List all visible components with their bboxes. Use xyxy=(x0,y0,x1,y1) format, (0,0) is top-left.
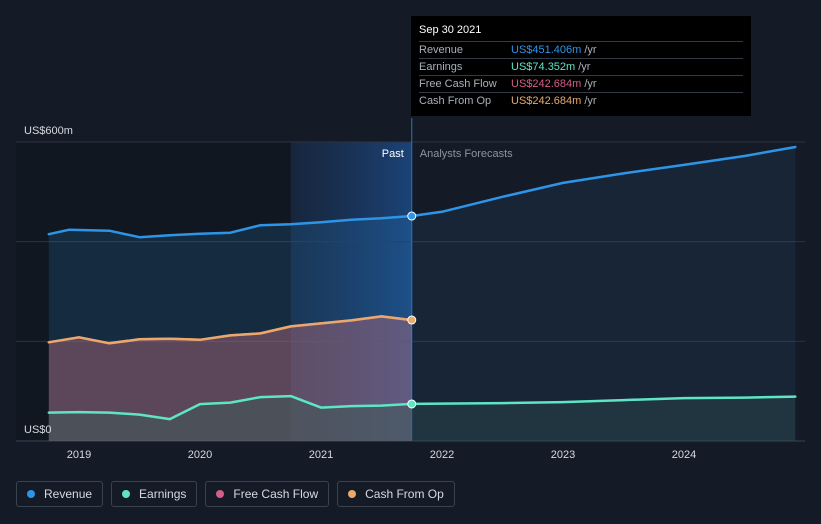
legend-dot-icon xyxy=(27,490,35,498)
past-shade-region xyxy=(16,142,291,441)
tooltip-row-unit: /yr xyxy=(578,61,591,73)
y-label-bottom: US$0 xyxy=(24,424,52,436)
tooltip-date: Sep 30 2021 xyxy=(419,24,482,36)
tooltip-row-value: US$242.684m xyxy=(511,78,582,90)
cash-from-op-point[interactable] xyxy=(407,315,417,325)
tooltip-row-unit: /yr xyxy=(584,78,597,90)
revenue-forecast-line xyxy=(410,145,797,218)
tooltip: Sep 30 2021 Revenue US$451.406m/yr Earning… xyxy=(411,16,751,116)
tooltip-row-value: US$451.406m xyxy=(511,44,582,56)
tooltip-row-value: US$74.352m xyxy=(511,61,576,73)
x-tick-label: 2024 xyxy=(672,449,696,461)
revenue-forecast-area xyxy=(411,147,796,441)
tooltip-row: Earnings US$74.352m/yr xyxy=(419,58,743,75)
legend-item-free-cash-flow[interactable]: Free Cash Flow xyxy=(205,481,330,507)
tooltip-row: Cash From Op US$242.684m/yr xyxy=(419,92,743,109)
tooltip-row-label: Revenue xyxy=(419,44,464,56)
x-tick-label: 2020 xyxy=(188,449,212,461)
tooltip-row-label: Free Cash Flow xyxy=(419,78,497,90)
legend-label: Free Cash Flow xyxy=(233,487,319,501)
revenue-point[interactable] xyxy=(407,211,417,221)
revenue-area xyxy=(48,216,412,441)
tooltip-row-unit: /yr xyxy=(584,44,597,56)
legend-label: Earnings xyxy=(139,487,187,501)
tooltip-row: Free Cash Flow US$242.684m/yr xyxy=(419,75,743,92)
legend-dot-icon xyxy=(216,490,225,498)
cash-from-op-line xyxy=(47,315,414,345)
legend: Revenue Earnings Free Cash Flow Cash From O… xyxy=(16,481,455,507)
y-label-top: US$600m xyxy=(24,125,73,137)
revenue-line xyxy=(47,214,414,239)
tooltip-row-label: Earnings xyxy=(419,61,463,73)
past-highlight-region xyxy=(290,142,412,441)
x-tick-label: 2022 xyxy=(430,449,454,461)
tooltip-row-unit: /yr xyxy=(584,95,597,107)
earnings-forecast-area xyxy=(411,396,796,441)
forecast-label: Analysts Forecasts xyxy=(420,148,513,160)
legend-item-earnings[interactable]: Earnings xyxy=(111,481,198,507)
legend-label: Revenue xyxy=(44,487,93,501)
earnings-forecast-line xyxy=(410,395,797,406)
earnings-point[interactable] xyxy=(407,399,417,409)
x-tick-label: 2019 xyxy=(67,449,91,461)
legend-item-revenue[interactable]: Revenue xyxy=(16,481,104,507)
earnings-line xyxy=(47,394,414,421)
tooltip-row: Revenue US$451.406m/yr xyxy=(419,41,743,58)
tooltip-row-label: Cash From Op xyxy=(419,95,492,107)
legend-item-cash-from-op[interactable]: Cash From Op xyxy=(337,481,455,507)
earnings-area xyxy=(48,396,412,441)
x-tick-label: 2021 xyxy=(309,449,333,461)
tooltip-row-value: US$242.684m xyxy=(511,95,582,107)
legend-dot-icon xyxy=(348,490,357,498)
x-tick-label: 2023 xyxy=(551,449,575,461)
legend-label: Cash From Op xyxy=(365,487,444,501)
past-label: Past xyxy=(382,148,404,160)
legend-dot-icon xyxy=(122,490,131,498)
